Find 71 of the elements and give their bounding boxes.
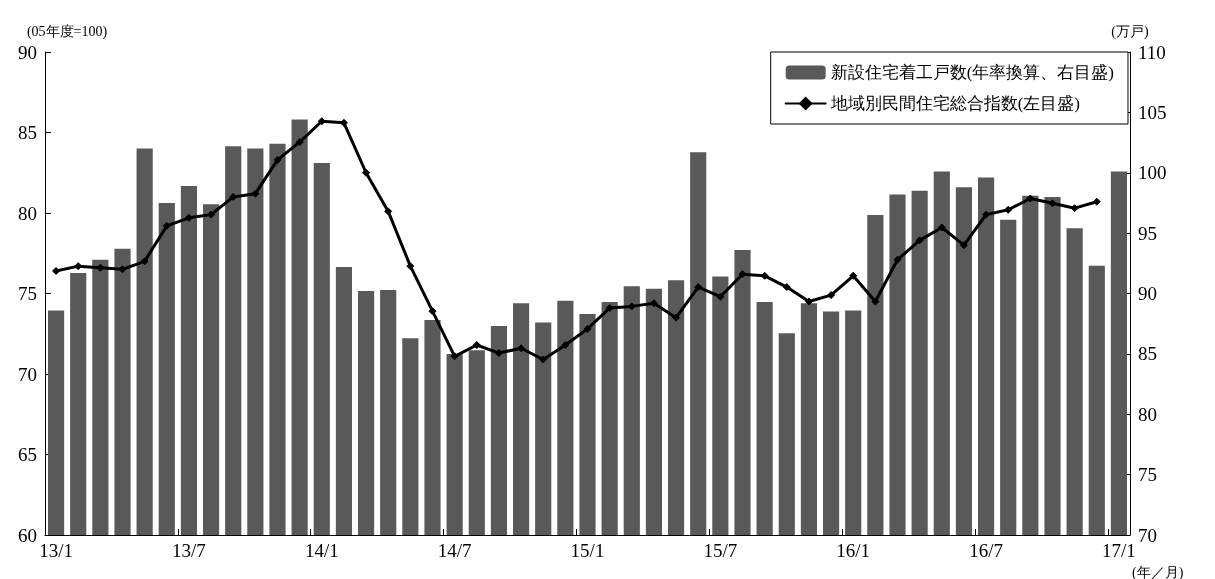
y2-tick-label: 105	[1138, 101, 1167, 123]
y-tick-label: 85	[18, 122, 37, 143]
y2-tick-label: 110	[1138, 41, 1166, 63]
x-tick-label: 17/1	[1102, 540, 1136, 561]
point	[937, 223, 946, 232]
x-axis-title: (年／月)	[1132, 564, 1184, 579]
point	[583, 324, 592, 333]
y2-tick-label: 85	[1138, 343, 1157, 365]
point	[140, 257, 149, 266]
point	[871, 297, 880, 306]
y2-tick-label: 100	[1138, 162, 1167, 184]
x-tick-label: 16/7	[969, 540, 1003, 561]
point	[162, 221, 171, 230]
point	[384, 207, 393, 216]
x-tick-label: 13/1	[39, 540, 73, 561]
point	[428, 307, 437, 316]
point	[517, 344, 526, 353]
y-tick-label: 80	[18, 202, 37, 224]
point	[915, 236, 924, 245]
point	[672, 313, 681, 322]
x-tick-label: 15/7	[703, 540, 738, 561]
x-tick-label: 13/7	[172, 540, 206, 561]
y-tick-label: 65	[18, 444, 37, 465]
point	[893, 255, 902, 264]
point	[1048, 199, 1057, 208]
point	[782, 283, 791, 292]
x-tick-label: 16/1	[836, 540, 871, 561]
point	[1026, 194, 1035, 203]
point	[539, 355, 548, 364]
x-tick-label: 15/1	[570, 540, 605, 561]
y2-tick-label: 75	[1138, 464, 1157, 486]
point	[982, 210, 991, 219]
point	[295, 138, 304, 147]
point	[494, 349, 503, 358]
point	[716, 292, 725, 301]
point	[627, 302, 636, 311]
point	[406, 262, 415, 271]
point	[561, 341, 570, 350]
legend-label: 地域別民間住宅総合指数(左目盛)	[829, 94, 1081, 113]
point	[251, 189, 260, 198]
y2-tick-label: 95	[1138, 222, 1157, 244]
legend-label: 新設住宅着工戸数(年率換算、右目盛)	[830, 63, 1115, 82]
point	[827, 291, 836, 300]
point	[1004, 205, 1013, 214]
point	[849, 271, 858, 280]
y-tick-label: 60	[18, 524, 37, 546]
point	[694, 283, 703, 292]
y2-tick-label: 80	[1138, 403, 1157, 425]
point	[804, 297, 813, 306]
point	[184, 213, 193, 222]
point	[472, 341, 481, 350]
point	[317, 117, 326, 126]
point	[52, 266, 61, 275]
y2-axis-title: (万戸)	[1111, 23, 1149, 40]
x-tick-label: 14/7	[437, 540, 472, 561]
point	[959, 241, 968, 250]
point	[450, 352, 459, 361]
point	[362, 168, 371, 177]
y2-tick-label: 70	[1138, 524, 1157, 546]
x-tick-label: 14/1	[304, 540, 339, 561]
y-tick-label: 90	[18, 41, 37, 63]
point	[273, 155, 282, 164]
point	[605, 303, 614, 312]
point	[207, 210, 216, 219]
point	[1092, 197, 1101, 206]
y-tick-label: 75	[18, 283, 37, 304]
y-tick-label: 70	[18, 363, 37, 385]
y2-tick-label: 90	[1138, 283, 1157, 304]
y-axis-title: (05年度=100)	[26, 23, 108, 40]
point	[118, 265, 127, 274]
point	[649, 299, 658, 308]
